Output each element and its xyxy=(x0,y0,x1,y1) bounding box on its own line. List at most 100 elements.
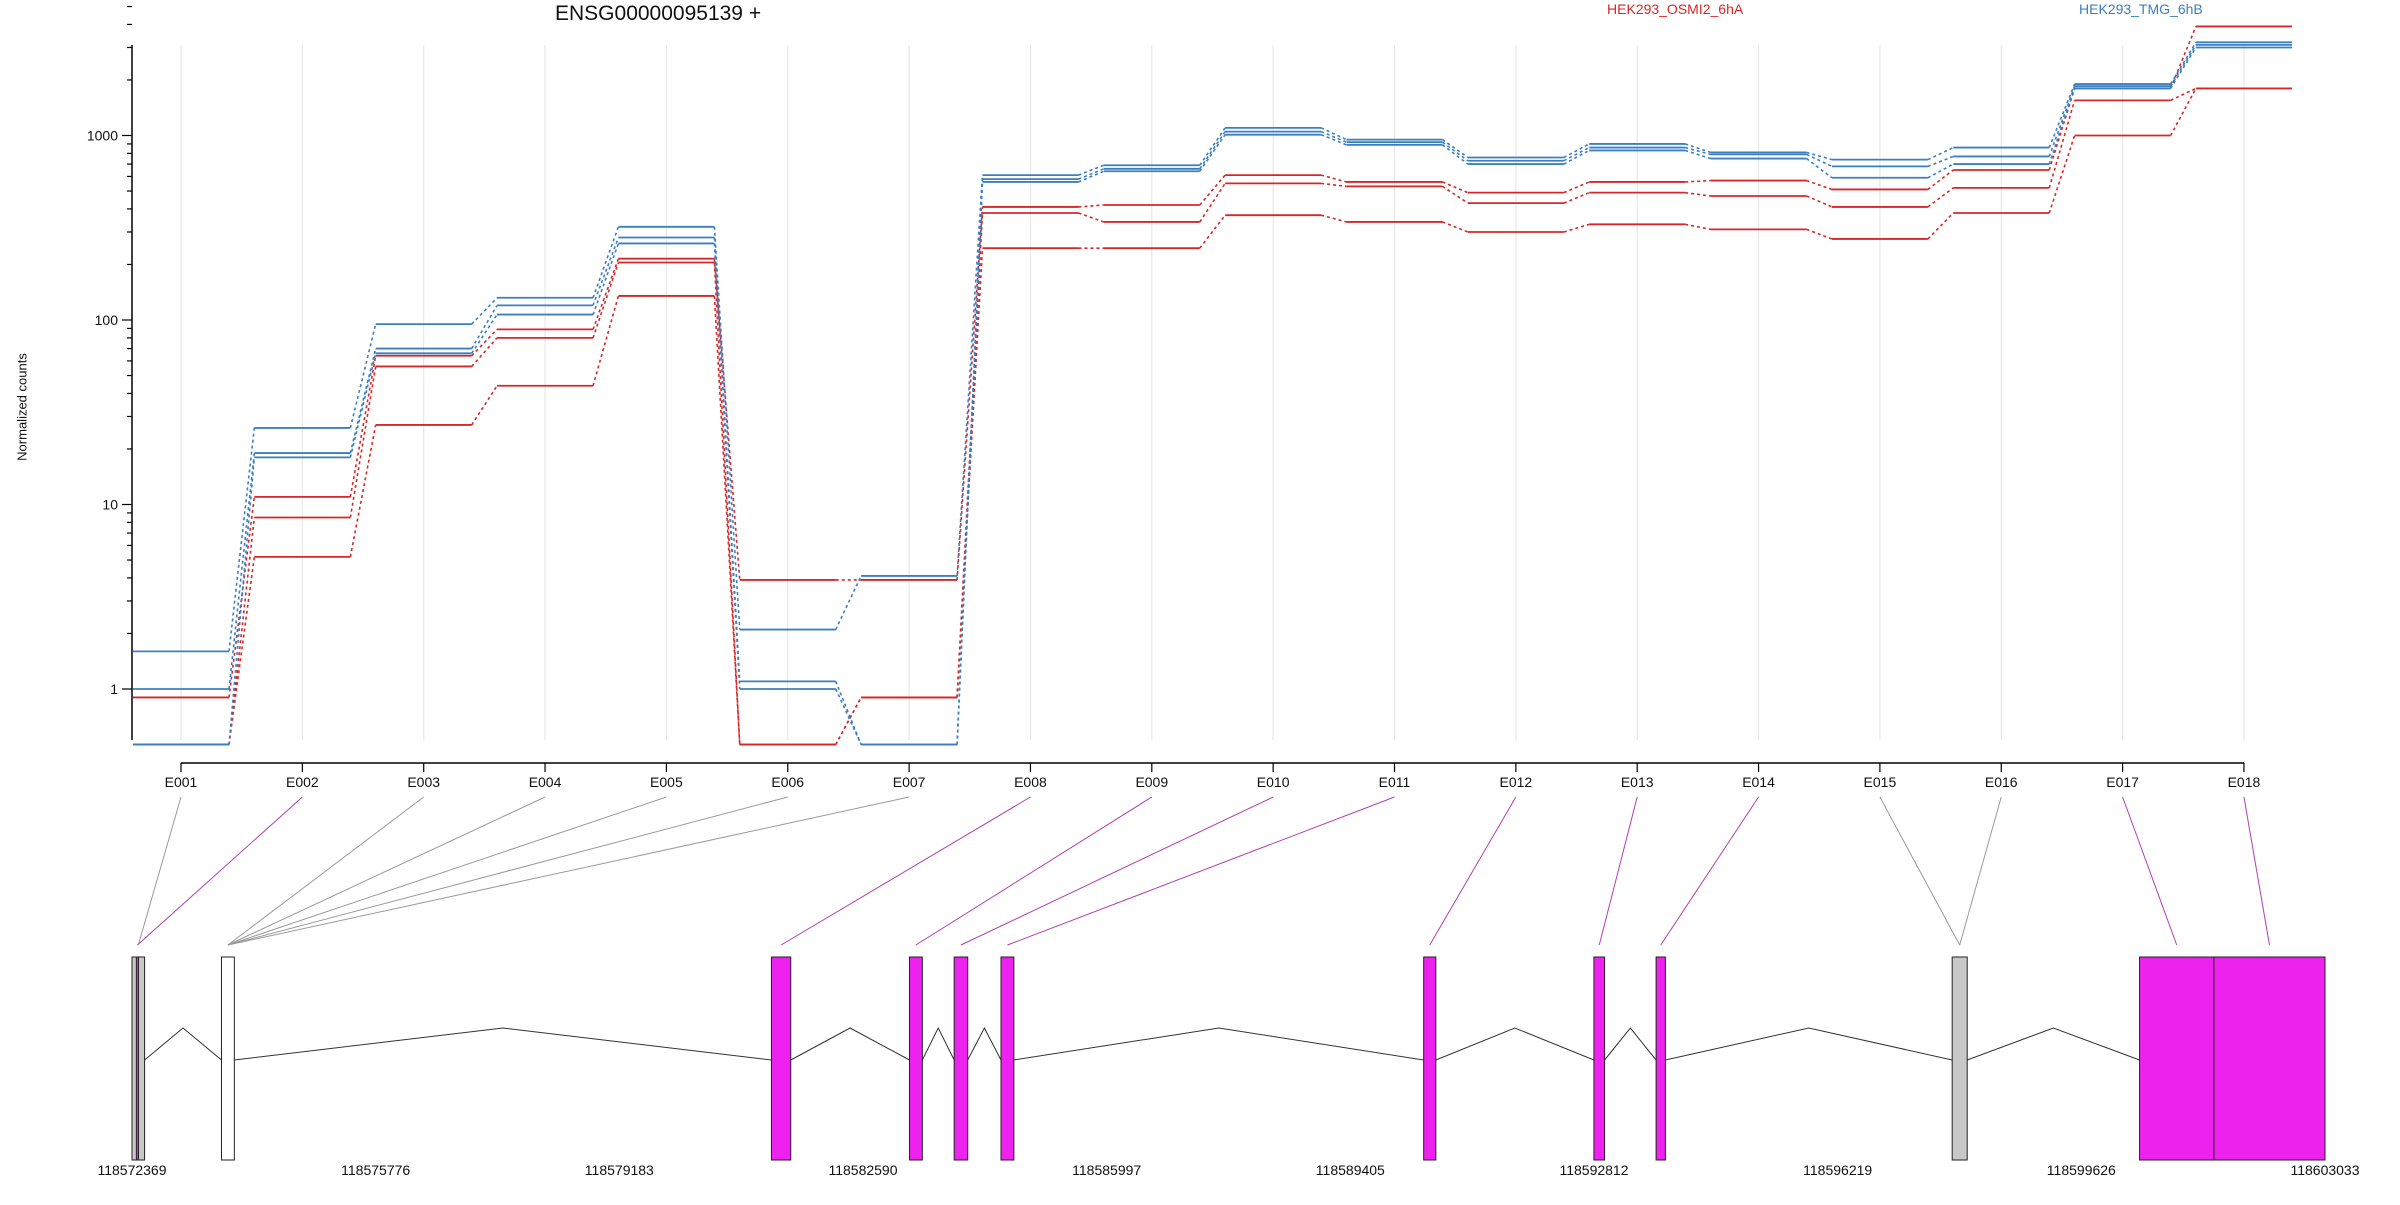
x-tick-label: E006 xyxy=(771,774,804,790)
x-tick-label: E018 xyxy=(2228,774,2261,790)
series-connector xyxy=(1078,168,1105,180)
series-connector xyxy=(1927,146,1954,161)
coordinate-label: 118592812 xyxy=(1559,1162,1628,1178)
series-connector xyxy=(1685,179,1711,183)
coordinate-label: 118599626 xyxy=(2047,1162,2116,1178)
exon-connector xyxy=(780,796,1031,946)
x-tick-label: E007 xyxy=(893,774,926,790)
series-connector xyxy=(1927,155,1954,168)
series-connector xyxy=(1199,174,1226,206)
series-connector xyxy=(471,328,498,357)
exon-block xyxy=(1593,956,1606,1161)
exon-connector xyxy=(1429,796,1517,946)
series-connector xyxy=(713,262,741,745)
series-connector xyxy=(592,258,620,330)
series-connector xyxy=(1442,138,1469,159)
intron-line xyxy=(144,1027,222,1061)
series-connector xyxy=(835,688,862,745)
series-connector xyxy=(1806,153,1833,168)
series-connector xyxy=(1806,179,1833,191)
intron-line xyxy=(1013,1027,1424,1061)
intron-line xyxy=(967,1026,1002,1061)
series-connector xyxy=(228,556,256,745)
x-tick-label: E010 xyxy=(1257,774,1290,790)
series-connector xyxy=(471,304,498,349)
series-connector xyxy=(1563,143,1590,159)
coordinate-label: 118575776 xyxy=(341,1162,410,1178)
exon-connector xyxy=(227,796,667,946)
series-connector xyxy=(1199,214,1226,249)
gene-model xyxy=(131,956,2326,1161)
x-tick-label: E003 xyxy=(407,774,440,790)
exon-connector xyxy=(227,796,910,946)
series-connector xyxy=(592,237,620,306)
intron-line xyxy=(1665,1027,1953,1061)
series-connector xyxy=(349,353,377,458)
x-tick-label: E009 xyxy=(1135,774,1168,790)
exon-connector xyxy=(915,796,1153,946)
series-connector xyxy=(1684,143,1711,154)
exon-connector xyxy=(960,796,1274,946)
x-tick-label: E014 xyxy=(1742,774,1775,790)
series-connector xyxy=(1563,223,1590,233)
series-connector xyxy=(2048,83,2076,148)
series-connector xyxy=(349,424,377,558)
series-connector xyxy=(1685,191,1711,197)
series-connector xyxy=(228,496,256,698)
series-connector xyxy=(471,314,498,354)
series-connector xyxy=(1442,185,1469,204)
exon-connector xyxy=(1660,796,1759,946)
series-connector xyxy=(1320,127,1347,141)
coordinate-label: 118589405 xyxy=(1316,1162,1385,1178)
series-connector xyxy=(956,206,984,581)
y-tick-label: 1 xyxy=(110,681,118,697)
exon-connectors xyxy=(137,796,2270,946)
series-connector xyxy=(1078,204,1104,208)
exon-connector xyxy=(1007,796,1395,946)
exon-block xyxy=(1000,956,1015,1161)
exon-connector xyxy=(227,796,425,946)
exon-block xyxy=(135,956,140,1161)
series-connector xyxy=(349,348,377,454)
exon-connector xyxy=(1959,796,2002,946)
series-connector xyxy=(1927,212,1954,240)
y-tick-label: 100 xyxy=(95,312,119,328)
series-connector xyxy=(713,243,741,690)
series-connector xyxy=(228,517,256,745)
exon-block xyxy=(2139,956,2215,1161)
series-connector xyxy=(1806,157,1833,179)
series-connector xyxy=(1927,187,1954,208)
exon-block xyxy=(220,956,235,1161)
series-connector xyxy=(2169,26,2197,89)
series-connector xyxy=(956,181,984,745)
series-connector xyxy=(1442,181,1469,194)
series-connector xyxy=(471,337,498,367)
x-tick-label: E015 xyxy=(1864,774,1897,790)
series-connector xyxy=(1320,133,1347,146)
series-connector xyxy=(835,697,862,745)
exon-block xyxy=(1655,956,1666,1161)
exon-connector xyxy=(2122,796,2178,946)
grid xyxy=(180,45,2245,740)
series-connector xyxy=(349,355,377,498)
coordinate-label: 118572369 xyxy=(97,1162,166,1178)
series-connector xyxy=(228,457,256,745)
exon-block xyxy=(2213,956,2326,1161)
exon-block xyxy=(770,956,792,1161)
series-connector xyxy=(1563,181,1590,194)
exon-connector xyxy=(227,796,788,946)
series-connector xyxy=(1320,214,1347,223)
series-connector xyxy=(956,175,984,576)
series-connector xyxy=(592,226,620,299)
exon-connector xyxy=(2243,796,2270,946)
x-tick-label: E004 xyxy=(529,774,562,790)
series-connector xyxy=(1199,134,1226,172)
series-connector xyxy=(1320,174,1347,183)
series-connector xyxy=(713,226,741,630)
series-connector xyxy=(1442,141,1469,162)
series-connector xyxy=(592,295,620,387)
series-connector xyxy=(2170,87,2197,102)
x-axis: E001 E002 E003 E004 E005 E006 E007 E008 E009 E010… xyxy=(165,762,2261,790)
intron-line xyxy=(1435,1027,1595,1061)
chart-title: ENSG00000095139 + xyxy=(555,2,762,25)
